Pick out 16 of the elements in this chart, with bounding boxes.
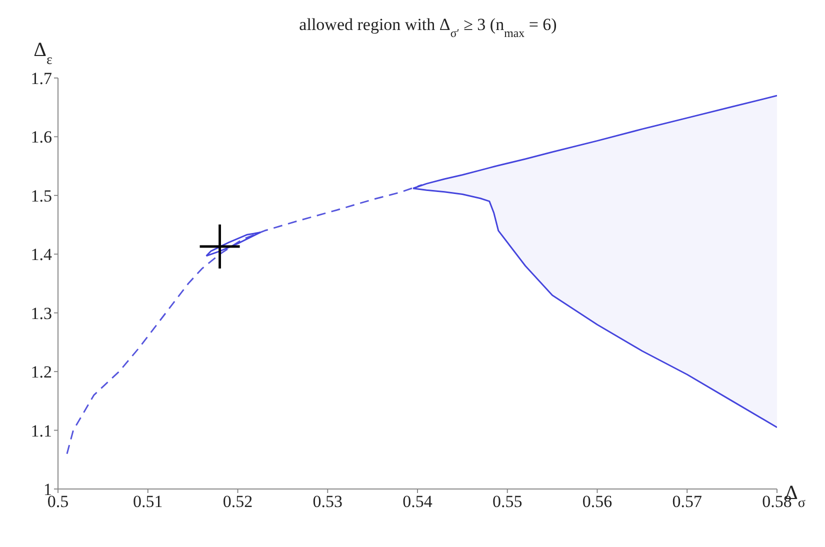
y-tick-label: 1.4 [30,245,52,264]
y-tick-label: 1.2 [30,362,52,382]
y-tick-label: 1.7 [30,69,52,88]
x-tick-label: 0.56 [582,492,612,512]
x-tick-label: 0.54 [402,492,433,512]
x-tick-label: 0.51 [133,492,163,512]
y-tick-label: 1.1 [30,421,52,440]
y-axis-title: Δ$_{ε}$ [34,39,52,68]
x-tick-label: 0.53 [312,492,342,512]
x-tick-label: 0.55 [492,492,522,512]
x-tick-label: 0.52 [222,492,253,512]
y-tick-label: 1.5 [30,186,52,206]
y-tick-label: 1.6 [30,128,52,147]
x-tick-label: 0.57 [672,492,702,512]
chart-title: allowed region with Δ$_{σ′}$ ≥ 3 (n$_{max}$ = 6) [299,15,557,40]
y-tick-label: 1.3 [30,304,52,323]
